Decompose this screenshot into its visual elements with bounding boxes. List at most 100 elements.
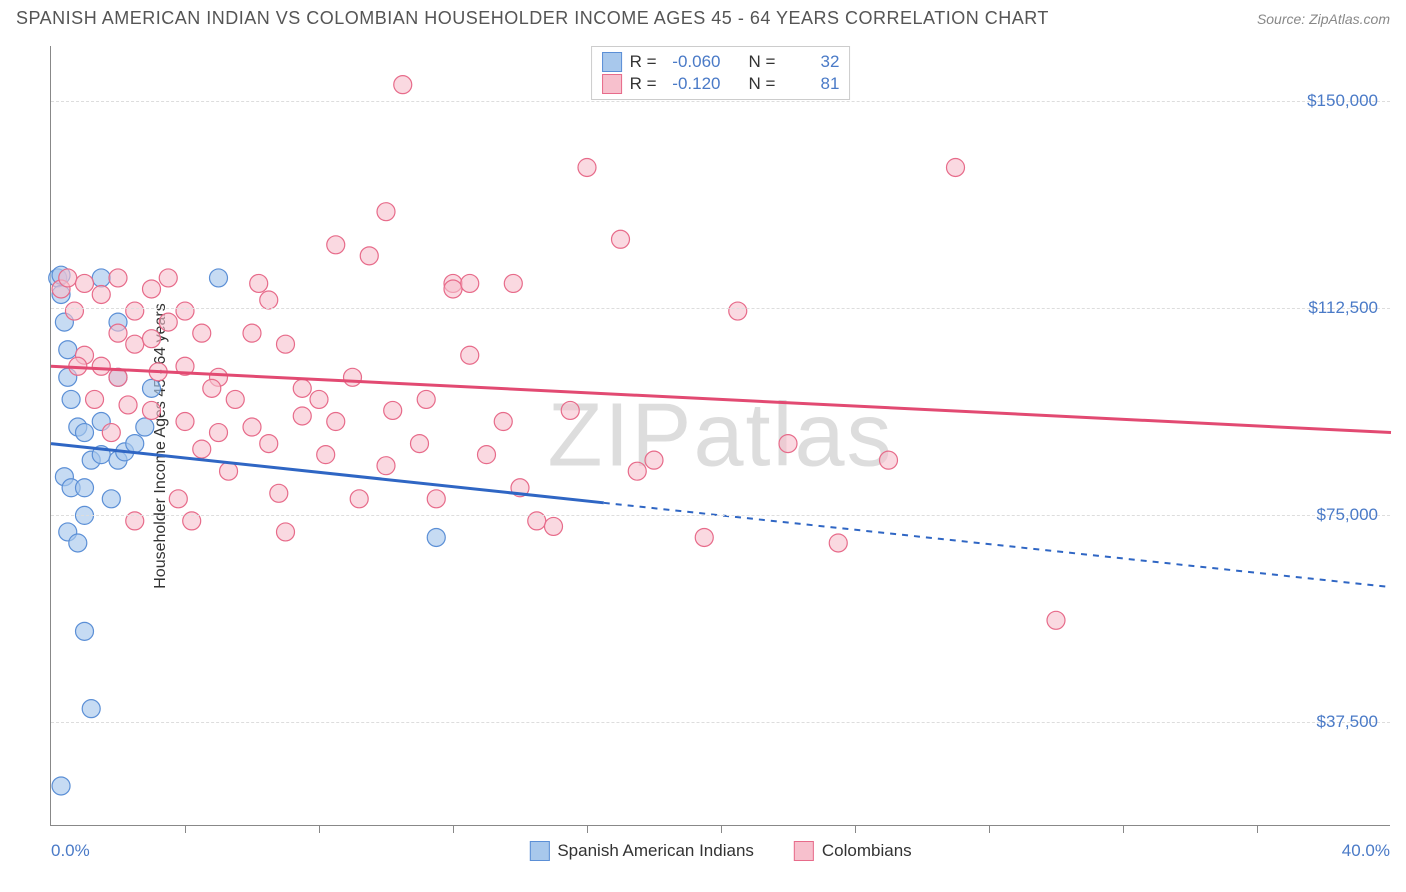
data-point [65, 302, 83, 320]
data-point [1047, 611, 1065, 629]
gridline [51, 722, 1390, 723]
data-point [427, 490, 445, 508]
data-point [350, 490, 368, 508]
data-point [176, 302, 194, 320]
data-point [250, 274, 268, 292]
data-point [102, 424, 120, 442]
x-tick [587, 825, 588, 833]
y-tick-label: $112,500 [1308, 298, 1378, 318]
legend-row-series-1: R = -0.120 N = 81 [602, 73, 840, 95]
data-point [612, 230, 630, 248]
x-min-label: 0.0% [51, 841, 90, 861]
data-point [317, 446, 335, 464]
data-point [645, 451, 663, 469]
correlation-legend: R = -0.060 N = 32 R = -0.120 N = 81 [591, 46, 851, 100]
chart-source: Source: ZipAtlas.com [1257, 11, 1390, 27]
data-point [92, 357, 110, 375]
x-tick [989, 825, 990, 833]
data-point [327, 413, 345, 431]
data-point [193, 324, 211, 342]
data-point [260, 435, 278, 453]
data-point [880, 451, 898, 469]
data-point [76, 622, 94, 640]
data-point [143, 379, 161, 397]
data-point [59, 341, 77, 359]
data-point [327, 236, 345, 254]
data-point [394, 76, 412, 94]
data-point [243, 418, 261, 436]
data-point [109, 324, 127, 342]
data-point [143, 330, 161, 348]
y-tick-label: $37,500 [1317, 712, 1378, 732]
data-point [76, 479, 94, 497]
data-point [270, 484, 288, 502]
series-legend: Spanish American Indians Colombians [529, 841, 911, 861]
data-point [360, 247, 378, 265]
x-tick [1123, 825, 1124, 833]
data-point [427, 528, 445, 546]
legend-item-0: Spanish American Indians [529, 841, 754, 861]
data-point [109, 269, 127, 287]
data-point [59, 269, 77, 287]
data-point [461, 274, 479, 292]
chart-title: SPANISH AMERICAN INDIAN VS COLOMBIAN HOU… [16, 8, 1049, 29]
data-point [377, 457, 395, 475]
data-point [344, 368, 362, 386]
data-point [243, 324, 261, 342]
data-point [293, 379, 311, 397]
gridline [51, 515, 1390, 516]
data-point [220, 462, 238, 480]
data-point [695, 528, 713, 546]
data-point [729, 302, 747, 320]
data-point [226, 390, 244, 408]
chart-plot-area: ZIPatlas R = -0.060 N = 32 R = -0.120 N … [50, 46, 1390, 826]
scatter-svg [51, 46, 1390, 825]
data-point [461, 346, 479, 364]
data-point [76, 424, 94, 442]
data-point [126, 435, 144, 453]
data-point [478, 446, 496, 464]
data-point [377, 203, 395, 221]
data-point [159, 269, 177, 287]
y-tick-label: $150,000 [1307, 91, 1378, 111]
data-point [169, 490, 187, 508]
data-point [136, 418, 154, 436]
data-point [545, 517, 563, 535]
x-tick [721, 825, 722, 833]
data-point [779, 435, 797, 453]
data-point [102, 490, 120, 508]
data-point [126, 302, 144, 320]
data-point [126, 335, 144, 353]
data-point [143, 401, 161, 419]
data-point [561, 401, 579, 419]
data-point [203, 379, 221, 397]
data-point [143, 280, 161, 298]
data-point [578, 158, 596, 176]
chart-header: SPANISH AMERICAN INDIAN VS COLOMBIAN HOU… [0, 0, 1406, 33]
data-point [310, 390, 328, 408]
data-point [829, 534, 847, 552]
data-point [494, 413, 512, 431]
gridline [51, 308, 1390, 309]
data-point [86, 390, 104, 408]
swatch-bottom-1 [794, 841, 814, 861]
swatch-series-1 [602, 74, 622, 94]
data-point [62, 390, 80, 408]
x-tick [855, 825, 856, 833]
data-point [277, 523, 295, 541]
data-point [947, 158, 965, 176]
gridline [51, 101, 1390, 102]
data-point [119, 396, 137, 414]
data-point [69, 534, 87, 552]
data-point [444, 280, 462, 298]
data-point [159, 313, 177, 331]
x-tick [453, 825, 454, 833]
swatch-series-0 [602, 52, 622, 72]
data-point [277, 335, 295, 353]
data-point [384, 401, 402, 419]
data-point [52, 777, 70, 795]
swatch-bottom-0 [529, 841, 549, 861]
legend-label-0: Spanish American Indians [557, 841, 754, 861]
data-point [92, 269, 110, 287]
x-tick [319, 825, 320, 833]
